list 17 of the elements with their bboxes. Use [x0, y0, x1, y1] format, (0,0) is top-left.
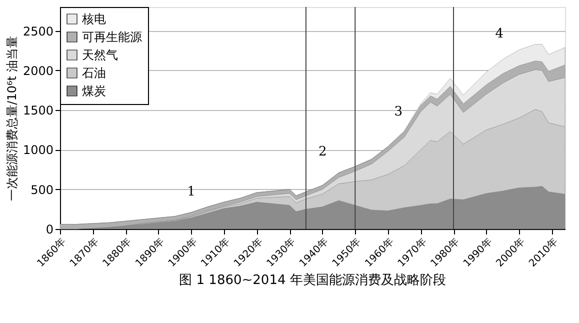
- y-tick-label: 0: [46, 222, 54, 236]
- annotation: 4: [495, 26, 504, 42]
- annotation: 2: [318, 144, 327, 160]
- y-tick-label: 500: [30, 182, 54, 197]
- y-tick-label: 1500: [22, 104, 54, 118]
- annotation: 3: [394, 104, 402, 120]
- legend-label: 核电: [81, 12, 106, 26]
- y-tick-label: 2500: [22, 24, 54, 38]
- legend-label: 可再生能源: [82, 30, 142, 44]
- legend-label: 煤炭: [82, 84, 106, 98]
- annotation: 1: [187, 184, 196, 200]
- legend-label: 石油: [82, 66, 106, 80]
- y-axis-title: 一次能源消费总量/10⁶t 油当量: [4, 36, 19, 201]
- text: 图 1 1860~2014 年美国能源消费及战略阶段: [179, 272, 446, 288]
- y-tick-label: 2000: [22, 64, 54, 78]
- legend-label: 天然气: [82, 48, 118, 62]
- y-tick-label: 1000: [22, 143, 54, 158]
